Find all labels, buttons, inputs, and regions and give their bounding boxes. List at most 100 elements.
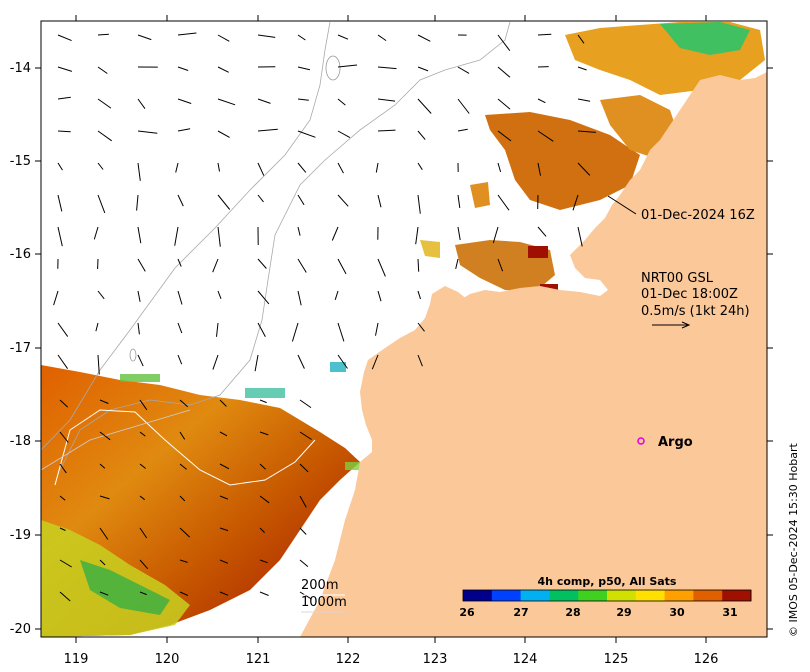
current-vector xyxy=(297,258,307,273)
current-vector xyxy=(254,354,259,372)
current-vector xyxy=(337,34,349,40)
current-vector xyxy=(337,98,346,106)
current-vector xyxy=(375,162,379,173)
current-vector xyxy=(139,463,147,469)
current-vector xyxy=(137,258,146,272)
current-vector xyxy=(137,322,140,335)
current-vector xyxy=(99,527,109,540)
current-vector xyxy=(97,354,100,375)
current-vector xyxy=(57,96,71,100)
current-vector xyxy=(177,66,189,71)
current-vector xyxy=(337,162,344,174)
current-vector xyxy=(291,322,299,342)
current-vector xyxy=(217,226,221,247)
current-vector xyxy=(177,258,182,267)
current-vector xyxy=(299,463,309,473)
current-vector xyxy=(57,194,63,212)
current-vector xyxy=(217,66,229,73)
current-vector xyxy=(299,495,307,508)
current-vector xyxy=(137,130,158,134)
current-vector xyxy=(177,32,197,36)
current-vector xyxy=(259,559,268,564)
current-vector xyxy=(257,128,278,132)
current-vector xyxy=(217,194,231,210)
current-vector xyxy=(415,226,419,245)
current-vector xyxy=(99,495,110,500)
current-vector xyxy=(59,591,71,602)
current-vector xyxy=(497,98,511,110)
current-vector xyxy=(337,64,358,68)
current-vector xyxy=(257,34,276,38)
current-vector xyxy=(417,66,429,72)
pass-time-leader xyxy=(607,195,637,215)
current-vector xyxy=(297,162,307,173)
current-vector xyxy=(577,162,591,176)
colorbar-tick: 28 xyxy=(565,606,580,619)
current-vector xyxy=(377,129,396,132)
current-vector xyxy=(537,162,541,176)
current-vector xyxy=(57,354,69,369)
colorbar-tick: 26 xyxy=(459,606,475,619)
current-vector xyxy=(59,431,69,443)
current-vector xyxy=(217,162,220,172)
current-vector xyxy=(417,290,421,300)
current-scale-label: 0.5m/s (1kt 24h) xyxy=(641,304,750,319)
colorbar-cell xyxy=(722,590,752,601)
current-vector xyxy=(375,322,379,336)
current-vector xyxy=(139,399,148,411)
current-vector xyxy=(297,226,301,236)
x-tick-label: 121 xyxy=(246,652,271,667)
current-vector xyxy=(99,591,109,596)
y-tick-label: -15 xyxy=(10,154,31,169)
colorbar-cell xyxy=(635,590,666,601)
current-vector xyxy=(137,226,142,244)
current-vector xyxy=(457,98,470,114)
current-vector xyxy=(97,66,108,74)
current-vector xyxy=(179,495,186,502)
current-vector xyxy=(497,258,504,272)
current-vector xyxy=(457,194,461,208)
current-vector xyxy=(257,322,266,337)
current-vector xyxy=(577,226,583,247)
current-vector xyxy=(99,463,106,469)
current-product-label: NRT00 GSL xyxy=(641,271,714,286)
current-vector xyxy=(259,463,266,470)
current-vector xyxy=(257,258,267,269)
current-vector xyxy=(137,98,146,109)
current-vector xyxy=(497,66,511,78)
current-vector xyxy=(417,258,420,272)
current-vector xyxy=(136,194,139,211)
colorbar-tick: 31 xyxy=(722,606,737,619)
current-vector xyxy=(139,559,149,570)
current-vector xyxy=(377,290,382,302)
contour-200m-label: 200m xyxy=(301,578,338,593)
colorbar: 4h comp, p50, All Sats 26 27 28 29 30 31 xyxy=(459,575,752,619)
current-vector xyxy=(299,399,312,409)
colorbar-cell xyxy=(664,590,694,601)
current-vector xyxy=(139,495,146,501)
current-vector xyxy=(377,194,382,208)
argo-label: Argo xyxy=(658,435,693,450)
current-vector xyxy=(257,162,265,176)
current-vector xyxy=(57,162,63,171)
current-vector xyxy=(59,495,66,501)
current-vector xyxy=(59,399,69,408)
current-vector xyxy=(337,258,347,275)
current-vector xyxy=(177,290,183,305)
y-tick-label: -19 xyxy=(10,528,31,543)
current-vector xyxy=(57,322,69,337)
current-vector xyxy=(212,258,219,273)
current-vector xyxy=(497,194,510,211)
current-vector xyxy=(259,527,265,533)
current-vector xyxy=(139,431,146,437)
current-vector xyxy=(297,290,302,306)
current-vector xyxy=(217,34,230,42)
current-vector xyxy=(257,290,270,305)
credit-label: © IMOS 05-Dec-2024 15:30 Hobart xyxy=(787,442,800,637)
current-vector xyxy=(99,431,111,441)
current-vector xyxy=(97,162,104,170)
current-vector xyxy=(212,354,219,370)
current-vector xyxy=(59,559,72,568)
current-vector xyxy=(577,34,585,44)
current-vector xyxy=(99,399,109,404)
